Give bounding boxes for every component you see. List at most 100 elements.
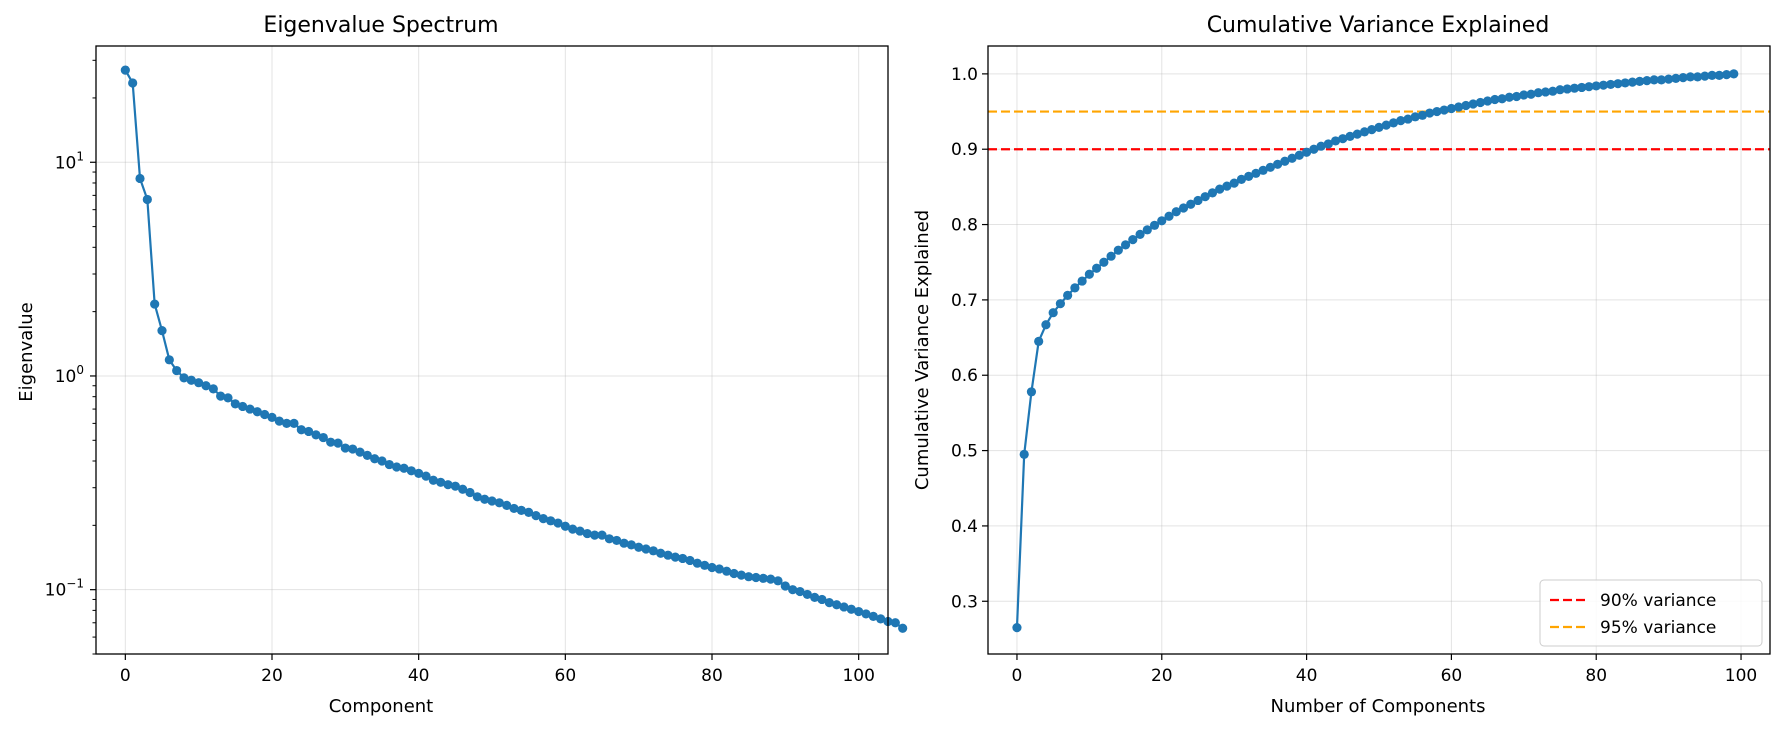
data-point — [260, 409, 270, 420]
data-point — [546, 516, 556, 526]
data-point — [1352, 129, 1362, 139]
x-tick-label: 80 — [1585, 666, 1607, 686]
data-point — [729, 568, 739, 579]
data-point — [1229, 178, 1239, 188]
data-point — [399, 463, 409, 473]
data-point — [744, 572, 754, 582]
data-point — [722, 566, 732, 576]
data-point — [1026, 387, 1037, 397]
data-point — [179, 373, 189, 383]
data-point — [1063, 290, 1073, 300]
data-point — [1128, 235, 1138, 245]
data-point — [384, 459, 394, 470]
data-point — [186, 375, 196, 385]
data-point — [1692, 72, 1703, 82]
data-point — [1265, 162, 1275, 172]
x-tick-label: 100 — [842, 666, 874, 686]
x-tick-label: 80 — [701, 666, 723, 686]
data-point — [1700, 71, 1710, 81]
axes-frame — [95, 45, 889, 655]
data-point — [1425, 108, 1435, 118]
chart-title: Eigenvalue Spectrum — [263, 13, 498, 38]
data-point — [824, 597, 834, 608]
data-point — [1258, 165, 1268, 175]
data-point — [1635, 76, 1645, 87]
data-point — [296, 425, 306, 435]
data-point — [861, 609, 871, 619]
data-point — [267, 412, 277, 422]
data-point — [494, 498, 504, 508]
data-point — [1287, 153, 1297, 163]
data-point — [472, 492, 482, 502]
data-point — [678, 553, 688, 564]
data-point — [1555, 85, 1565, 95]
data-point — [1642, 76, 1652, 86]
data-point — [766, 574, 776, 584]
data-point — [238, 401, 248, 412]
data-point — [1627, 77, 1638, 87]
data-point — [1359, 127, 1370, 137]
data-point — [311, 430, 321, 440]
data-point — [817, 594, 827, 605]
data-point — [1323, 139, 1333, 149]
y-tick-label: 0.3 — [951, 592, 978, 612]
data-point — [1149, 220, 1160, 230]
data-point — [1120, 240, 1131, 250]
grid-lines — [96, 46, 888, 654]
data-point — [157, 326, 167, 336]
data-point — [1656, 75, 1666, 85]
data-point — [355, 447, 365, 457]
data-point — [333, 438, 343, 448]
data-point — [362, 450, 372, 460]
data-point — [1106, 251, 1116, 261]
data-point — [1584, 82, 1594, 92]
data-point — [670, 552, 680, 562]
data-point — [377, 456, 387, 466]
data-point — [164, 355, 174, 365]
data-point — [612, 535, 622, 546]
data-point — [1055, 299, 1066, 309]
y-axis-label: Cumulative Variance Explained — [912, 210, 933, 490]
data-point — [1070, 283, 1080, 293]
data-point — [450, 481, 460, 491]
data-point — [421, 471, 431, 481]
data-point — [245, 404, 255, 414]
data-point — [502, 500, 512, 510]
data-point — [392, 462, 402, 472]
data-point — [208, 384, 218, 394]
x-tick-label: 0 — [1012, 666, 1023, 686]
data-point — [1613, 79, 1623, 89]
x-tick-label: 20 — [1151, 666, 1173, 686]
y-tick-label: 100 — [55, 363, 84, 387]
data-point — [751, 572, 761, 583]
data-point — [223, 393, 233, 403]
data-point — [1301, 147, 1312, 157]
data-point — [1410, 112, 1420, 122]
data-point — [1649, 75, 1659, 85]
cumulative-variance-panel: Cumulative Variance Explained Number of … — [912, 13, 1771, 717]
data-point — [1577, 82, 1587, 93]
chart-title: Cumulative Variance Explained — [1207, 13, 1550, 38]
data-point — [509, 503, 519, 514]
data-point — [436, 477, 446, 487]
data-point — [120, 65, 130, 75]
x-tick-label: 0 — [120, 666, 131, 686]
data-point — [1164, 211, 1174, 221]
data-point — [1396, 115, 1406, 126]
data-point — [1721, 70, 1732, 80]
data-point — [714, 564, 724, 574]
y-tick-label: 10−1 — [45, 577, 84, 601]
data-point — [1562, 84, 1572, 94]
data-point — [1012, 623, 1022, 633]
x-axis-label: Number of Components — [1271, 696, 1486, 717]
data-point — [1497, 94, 1507, 104]
data-point — [648, 546, 658, 556]
data-point — [538, 514, 548, 524]
data-point — [1519, 90, 1529, 100]
data-point — [252, 407, 262, 417]
data-point — [406, 466, 416, 476]
y-tick-label: 0.9 — [951, 140, 978, 160]
data-point — [1142, 225, 1152, 235]
x-axis-label: Component — [329, 696, 434, 717]
data-point — [414, 468, 424, 478]
